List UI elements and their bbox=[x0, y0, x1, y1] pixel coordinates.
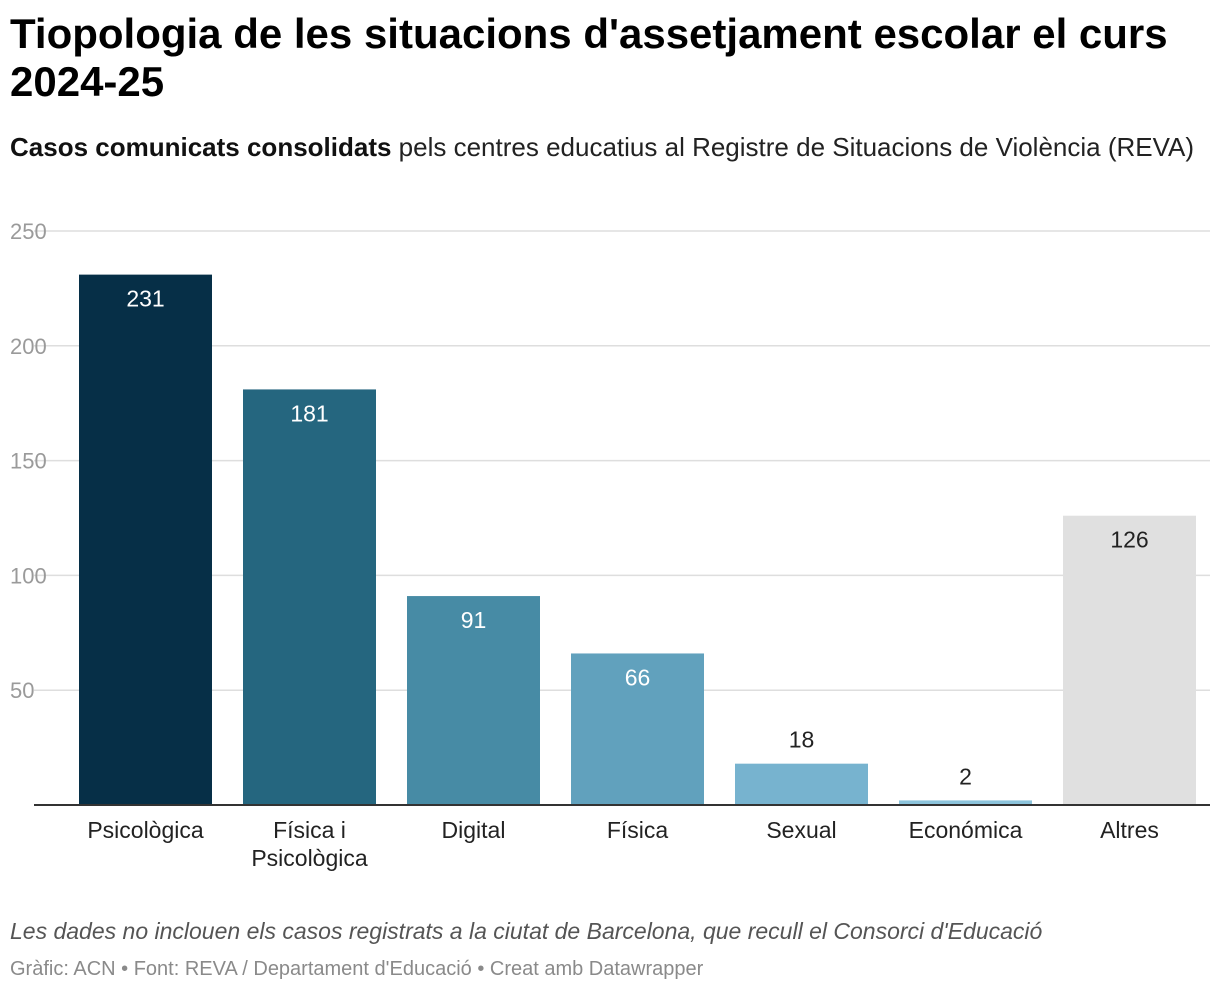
chart-subtitle: Casos comunicats consolidats pels centre… bbox=[10, 130, 1200, 164]
data-label-0: 231 bbox=[126, 286, 164, 312]
y-tick-label-250: 250 bbox=[10, 219, 47, 244]
data-label-6: 126 bbox=[1110, 527, 1148, 553]
x-tick-label-0-0: Psicològica bbox=[87, 817, 204, 843]
x-tick-label-6-0: Altres bbox=[1100, 817, 1159, 843]
bar-0 bbox=[79, 274, 212, 805]
data-label-2: 91 bbox=[461, 607, 487, 633]
chart-note: Les dades no inclouen els casos registra… bbox=[10, 918, 1043, 944]
x-tick-label-1-0: Física i bbox=[273, 817, 346, 843]
x-tick-label-5-0: Económica bbox=[909, 817, 1023, 843]
y-tick-label-100: 100 bbox=[10, 563, 47, 588]
bar-1 bbox=[243, 389, 376, 805]
x-tick-label-4-0: Sexual bbox=[766, 817, 836, 843]
chart-title: Tiopologia de les situacions d'assetjame… bbox=[10, 10, 1168, 105]
x-tick-label-3-0: Física bbox=[607, 817, 669, 843]
subtitle-rest: pels centres educatius al Registre de Si… bbox=[391, 132, 1195, 162]
y-tick-label-200: 200 bbox=[10, 334, 47, 359]
data-label-3: 66 bbox=[625, 664, 651, 690]
data-label-4: 18 bbox=[789, 727, 815, 753]
bar-3 bbox=[571, 653, 704, 805]
y-tick-label-50: 50 bbox=[10, 678, 34, 703]
x-tick-label-2-0: Digital bbox=[442, 817, 506, 843]
bar-4 bbox=[735, 763, 868, 805]
bar-6 bbox=[1063, 515, 1196, 805]
data-label-1: 181 bbox=[290, 400, 328, 426]
subtitle-bold: Casos comunicats consolidats bbox=[10, 132, 392, 162]
bar-5 bbox=[899, 800, 1032, 805]
data-label-5: 2 bbox=[959, 763, 972, 789]
bar-2 bbox=[407, 596, 540, 805]
x-tick-label-1-1: Psicològica bbox=[251, 845, 368, 871]
chart-credits: Gràfic: ACN • Font: REVA / Departament d… bbox=[10, 958, 704, 980]
y-tick-label-150: 150 bbox=[10, 449, 47, 474]
